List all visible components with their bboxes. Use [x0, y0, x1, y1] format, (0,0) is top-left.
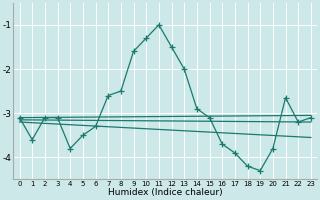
X-axis label: Humidex (Indice chaleur): Humidex (Indice chaleur) — [108, 188, 222, 197]
